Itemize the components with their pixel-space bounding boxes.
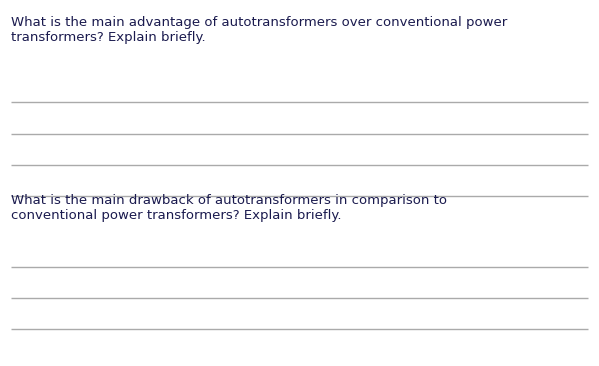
Text: What is the main advantage of autotransformers over conventional power
transform: What is the main advantage of autotransf… <box>11 16 507 45</box>
Text: What is the main drawback of autotransformers in comparison to
conventional powe: What is the main drawback of autotransfo… <box>11 194 447 222</box>
